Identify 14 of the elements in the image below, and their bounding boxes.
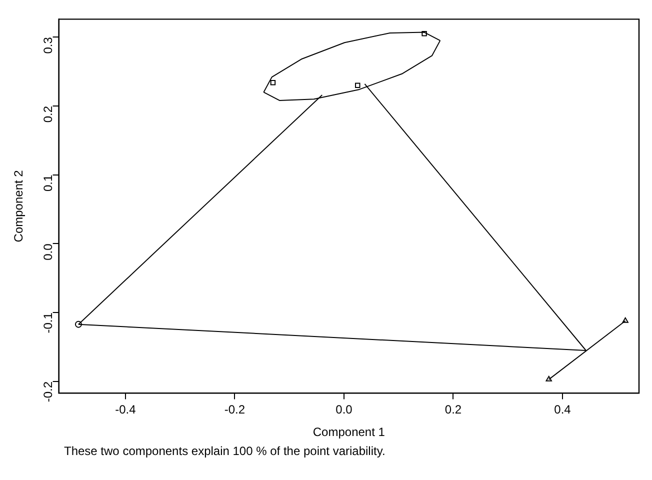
x-tick-label: 0.2 [444,402,462,417]
y-tick-label: 0.1 [41,174,56,192]
y-tick-label: 0.2 [41,106,56,123]
x-tick-label: 0.0 [336,402,353,417]
text: These two components explain 100 % of the point variability. [64,444,386,458]
x-tick-label: -0.4 [115,402,136,417]
y-tick-label: 0.0 [41,243,56,260]
y-axis-title: Component 2 [12,170,26,242]
x-tick-label: 0.4 [554,402,572,417]
x-axis-title: Component 1 [312,425,386,440]
y-tick-label: -0.2 [41,381,56,402]
y-tick-label: -0.1 [41,312,56,334]
y-tick-label: 0.3 [41,36,56,54]
x-tick-label: -0.2 [224,402,246,417]
